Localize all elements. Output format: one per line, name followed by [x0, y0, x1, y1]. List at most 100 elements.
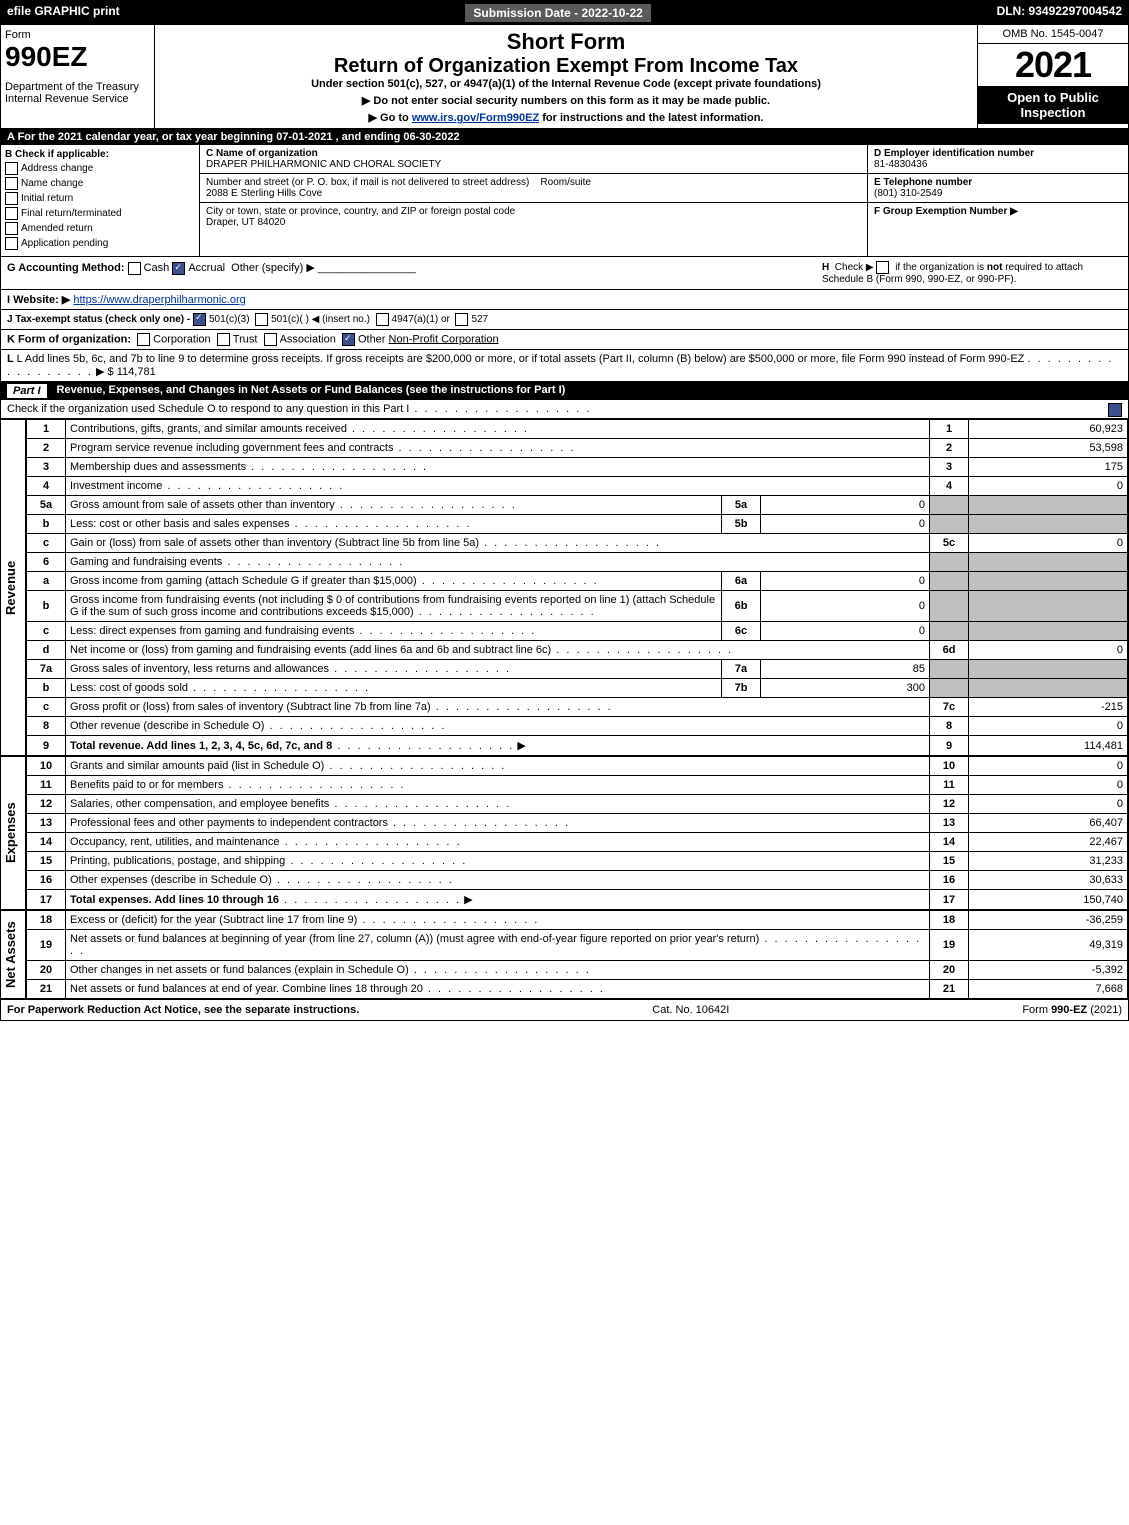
line-number: 12 [27, 795, 66, 814]
chk-527[interactable] [455, 313, 468, 326]
revenue-table: 1Contributions, gifts, grants, and simil… [26, 419, 1128, 756]
chk-corp[interactable] [137, 333, 150, 346]
note-ssn: ▶ Do not enter social security numbers o… [159, 94, 973, 107]
chk-501c3[interactable] [193, 313, 206, 326]
footer-left: For Paperwork Reduction Act Notice, see … [7, 1004, 359, 1016]
line-row: cGross profit or (loss) from sales of in… [27, 698, 1128, 717]
form-number: 990EZ [5, 41, 150, 73]
footer-center: Cat. No. 10642I [652, 1004, 729, 1016]
result-value: -215 [969, 698, 1128, 717]
line-row: 15Printing, publications, postage, and s… [27, 852, 1128, 871]
shade-cell [930, 572, 969, 591]
line-number: 7a [27, 660, 66, 679]
form-word: Form [5, 29, 150, 41]
line-row: 1Contributions, gifts, grants, and simil… [27, 420, 1128, 439]
line-number: c [27, 622, 66, 641]
irs-link[interactable]: www.irs.gov/Form990EZ [412, 112, 539, 124]
line-desc: Benefits paid to or for members [66, 776, 930, 795]
chk-amended[interactable]: Amended return [5, 222, 195, 235]
ein-label: D Employer identification number [874, 148, 1034, 159]
result-label: 18 [930, 911, 969, 930]
row-h: H Check ▶ if the organization is not req… [822, 261, 1122, 285]
k-assoc: Association [280, 333, 336, 345]
chk-assoc[interactable] [264, 333, 277, 346]
ein-cell: D Employer identification number 81-4830… [868, 145, 1128, 174]
chk-h[interactable] [876, 261, 889, 274]
expenses-table: 10Grants and similar amounts paid (list … [26, 756, 1128, 910]
dept-label: Department of the Treasury [5, 81, 150, 93]
result-label: 13 [930, 814, 969, 833]
chk-trust[interactable] [217, 333, 230, 346]
g-label: G Accounting Method: [7, 262, 125, 274]
room-label: Room/suite [540, 177, 591, 188]
shade-cell [969, 591, 1128, 622]
shade-cell [969, 679, 1128, 698]
row-j: J Tax-exempt status (check only one) - 5… [1, 310, 1128, 330]
inline-label: 6b [722, 591, 761, 622]
line-number: 3 [27, 458, 66, 477]
chk-final[interactable]: Final return/terminated [5, 207, 195, 220]
row-g: G Accounting Method: Cash Accrual Other … [7, 261, 822, 285]
result-label: 12 [930, 795, 969, 814]
chk-pending[interactable]: Application pending [5, 237, 195, 250]
line-desc: Gross income from fundraising events (no… [66, 591, 722, 622]
line-desc: Gain or (loss) from sale of assets other… [66, 534, 930, 553]
revenue-side-label: Revenue [1, 419, 26, 756]
revenue-section: Revenue 1Contributions, gifts, grants, a… [1, 419, 1128, 756]
part-i-title: Revenue, Expenses, and Changes in Net As… [57, 384, 566, 398]
shade-cell [969, 515, 1128, 534]
shade-cell [969, 572, 1128, 591]
result-label: 3 [930, 458, 969, 477]
irs-label: Internal Revenue Service [5, 93, 150, 105]
line-desc: Total expenses. Add lines 10 through 16 … [66, 890, 930, 910]
result-label: 11 [930, 776, 969, 795]
top-bar: efile GRAPHIC print Submission Date - 20… [1, 1, 1128, 25]
part-i-header: Part I Revenue, Expenses, and Changes in… [1, 382, 1128, 400]
line-row: 9Total revenue. Add lines 1, 2, 3, 4, 5c… [27, 736, 1128, 756]
cash-label: Cash [144, 262, 170, 274]
org-name-label: C Name of organization [206, 148, 318, 159]
row-gh: G Accounting Method: Cash Accrual Other … [1, 257, 1128, 290]
line-number: 15 [27, 852, 66, 871]
line-row: 21Net assets or fund balances at end of … [27, 980, 1128, 999]
inline-label: 6a [722, 572, 761, 591]
result-value: 53,598 [969, 439, 1128, 458]
j-4947: 4947(a)(1) or [392, 314, 450, 325]
line-number: b [27, 515, 66, 534]
k-corp: Corporation [153, 333, 210, 345]
col-b: B Check if applicable: Address change Na… [1, 145, 200, 256]
chk-other-org[interactable] [342, 333, 355, 346]
line-number: b [27, 679, 66, 698]
col-b-title: B Check if applicable: [5, 149, 195, 160]
shade-cell [930, 660, 969, 679]
result-label: 19 [930, 930, 969, 961]
city-value: Draper, UT 84020 [206, 217, 285, 228]
inline-value: 0 [761, 496, 930, 515]
line-desc: Gross income from gaming (attach Schedul… [66, 572, 722, 591]
chk-initial[interactable]: Initial return [5, 192, 195, 205]
line-desc: Net assets or fund balances at end of ye… [66, 980, 930, 999]
line-desc: Gross profit or (loss) from sales of inv… [66, 698, 930, 717]
website-link[interactable]: https://www.draperphilharmonic.org [73, 294, 245, 306]
inline-value: 0 [761, 591, 930, 622]
col-d: D Employer identification number 81-4830… [867, 145, 1128, 256]
chk-name[interactable]: Name change [5, 177, 195, 190]
line-number: 19 [27, 930, 66, 961]
chk-address[interactable]: Address change [5, 162, 195, 175]
org-name: DRAPER PHILHARMONIC AND CHORAL SOCIETY [206, 159, 441, 170]
chk-4947[interactable] [376, 313, 389, 326]
group-cell: F Group Exemption Number ▶ [868, 203, 1128, 220]
tel-label: E Telephone number [874, 177, 972, 188]
group-label: F Group Exemption Number ▶ [874, 206, 1018, 217]
line-number: c [27, 534, 66, 553]
inline-value: 0 [761, 622, 930, 641]
chk-501c[interactable] [255, 313, 268, 326]
street-address: 2088 E Sterling Hills Cove [206, 188, 322, 199]
line-number: 21 [27, 980, 66, 999]
note2-post: for instructions and the latest informat… [539, 112, 763, 124]
chk-accrual[interactable] [172, 262, 185, 275]
result-value: 7,668 [969, 980, 1128, 999]
inline-value: 0 [761, 572, 930, 591]
chk-schedule-o[interactable] [1108, 403, 1122, 417]
chk-cash[interactable] [128, 262, 141, 275]
